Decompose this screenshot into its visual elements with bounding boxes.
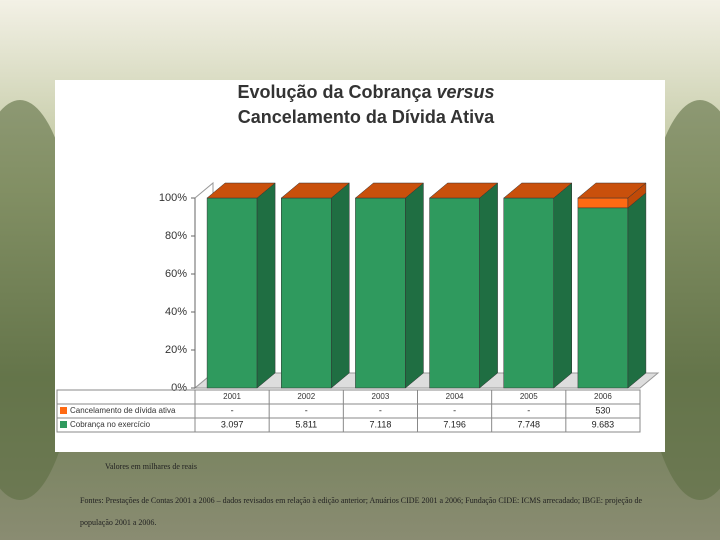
legend-swatch (60, 407, 67, 414)
chart-title: Cancelamento da Dívida Ativa (238, 107, 495, 127)
bar-segment (281, 197, 332, 389)
bar-side (627, 192, 647, 389)
bar-segment (577, 197, 629, 209)
data-label: 9.683 (592, 419, 615, 429)
data-label: - (527, 405, 530, 415)
note: Valores em milhares de reais (105, 462, 197, 471)
table-frame (56, 389, 641, 433)
data-label: 7.118 (369, 419, 391, 429)
y-tick-label: 40% (165, 306, 187, 318)
chart-title: Evolução da Cobrança versus (237, 82, 494, 102)
x-tick-label: 2001 (223, 392, 241, 401)
data-label: - (379, 405, 382, 415)
legend-swatch (60, 421, 67, 428)
y-tick-label: 20% (165, 344, 187, 356)
data-label: 530 (595, 405, 610, 415)
data-label: 5.811 (295, 419, 317, 429)
bar-segment (577, 207, 629, 389)
data-label: 7.196 (443, 419, 466, 429)
bar-side (553, 182, 572, 389)
bar-side (256, 182, 276, 389)
legend-label: Cobrança no exercício (70, 420, 151, 429)
bar-top (354, 182, 425, 199)
bar-segment (206, 197, 258, 389)
bar-side (331, 182, 350, 389)
data-label: - (453, 405, 456, 415)
bar-segment (429, 197, 480, 389)
data-label: - (305, 405, 308, 415)
x-tick-label: 2002 (297, 392, 315, 401)
bar-top (577, 182, 647, 199)
bar-top (503, 182, 573, 199)
data-label: 7.748 (517, 419, 540, 429)
bar-top (428, 182, 499, 199)
legend-label: Cancelamento de dívida ativa (70, 406, 176, 415)
source: Fontes: Prestações de Contas 2001 a 2006… (80, 496, 643, 527)
data-label: - (231, 405, 234, 415)
bar-top (280, 182, 350, 199)
bar-side (405, 182, 424, 389)
x-tick-label: 2003 (372, 392, 390, 401)
y-tick-label: 100% (159, 192, 187, 204)
data-label: 3.097 (221, 419, 244, 429)
x-tick-label: 2004 (446, 392, 464, 401)
bar-segment (355, 197, 406, 389)
x-tick-label: 2006 (594, 392, 612, 401)
y-tick-label: 0% (171, 382, 187, 394)
bar-segment (503, 197, 554, 389)
y-tick-label: 80% (165, 230, 187, 242)
y-tick-label: 60% (165, 268, 187, 280)
bar-side (479, 182, 498, 389)
bar-top (206, 182, 276, 199)
x-tick-label: 2005 (520, 392, 538, 401)
